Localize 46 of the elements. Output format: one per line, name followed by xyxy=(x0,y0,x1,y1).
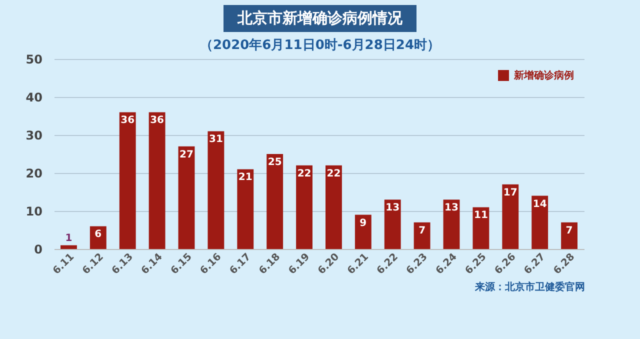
data-label: 22 xyxy=(326,168,341,180)
bar xyxy=(502,184,519,249)
bar xyxy=(178,146,195,249)
data-label: 22 xyxy=(297,168,312,180)
bar xyxy=(208,131,224,249)
legend-label: 新增确诊病例 xyxy=(513,70,574,82)
data-label: 1 xyxy=(65,233,72,244)
y-tick-label: 10 xyxy=(26,204,42,218)
chart-subtitle: （2020年6月11日0时-6月28日24时） xyxy=(199,37,441,54)
bar xyxy=(237,169,254,249)
data-label: 14 xyxy=(532,198,547,210)
bar xyxy=(472,207,490,249)
data-label: 6 xyxy=(94,229,102,240)
data-label: 7 xyxy=(418,225,426,236)
chart-title: 北京市新增确诊病例情况 xyxy=(224,5,416,32)
source-note: 来源：北京市卫健委官网 xyxy=(475,280,585,294)
data-label: 17 xyxy=(503,187,518,198)
y-tick-label: 20 xyxy=(26,166,42,180)
bar xyxy=(326,165,342,249)
data-label: 27 xyxy=(180,149,194,160)
bar xyxy=(90,226,106,249)
data-label: 36 xyxy=(150,115,164,126)
bar xyxy=(384,200,401,249)
data-label: 21 xyxy=(238,172,252,184)
bar xyxy=(119,112,136,249)
data-label: 31 xyxy=(208,134,223,146)
y-tick-label: 0 xyxy=(34,242,42,256)
data-label: 13 xyxy=(386,202,400,214)
bar xyxy=(414,222,430,249)
y-tick-label: 30 xyxy=(26,128,42,142)
data-label: 36 xyxy=(120,115,135,126)
bar xyxy=(266,154,284,249)
data-label: 7 xyxy=(566,225,573,236)
bar xyxy=(532,196,548,249)
data-label: 25 xyxy=(268,157,282,168)
y-tick-label: 40 xyxy=(26,90,42,104)
bar xyxy=(60,245,77,249)
bar xyxy=(148,112,166,249)
data-label: 11 xyxy=(474,210,488,222)
bar xyxy=(443,200,460,249)
data-label: 13 xyxy=(444,202,458,214)
y-tick-label: 50 xyxy=(26,52,42,66)
data-label: 9 xyxy=(360,218,367,229)
bar xyxy=(561,222,578,249)
bar xyxy=(354,214,372,249)
bar xyxy=(296,165,312,249)
